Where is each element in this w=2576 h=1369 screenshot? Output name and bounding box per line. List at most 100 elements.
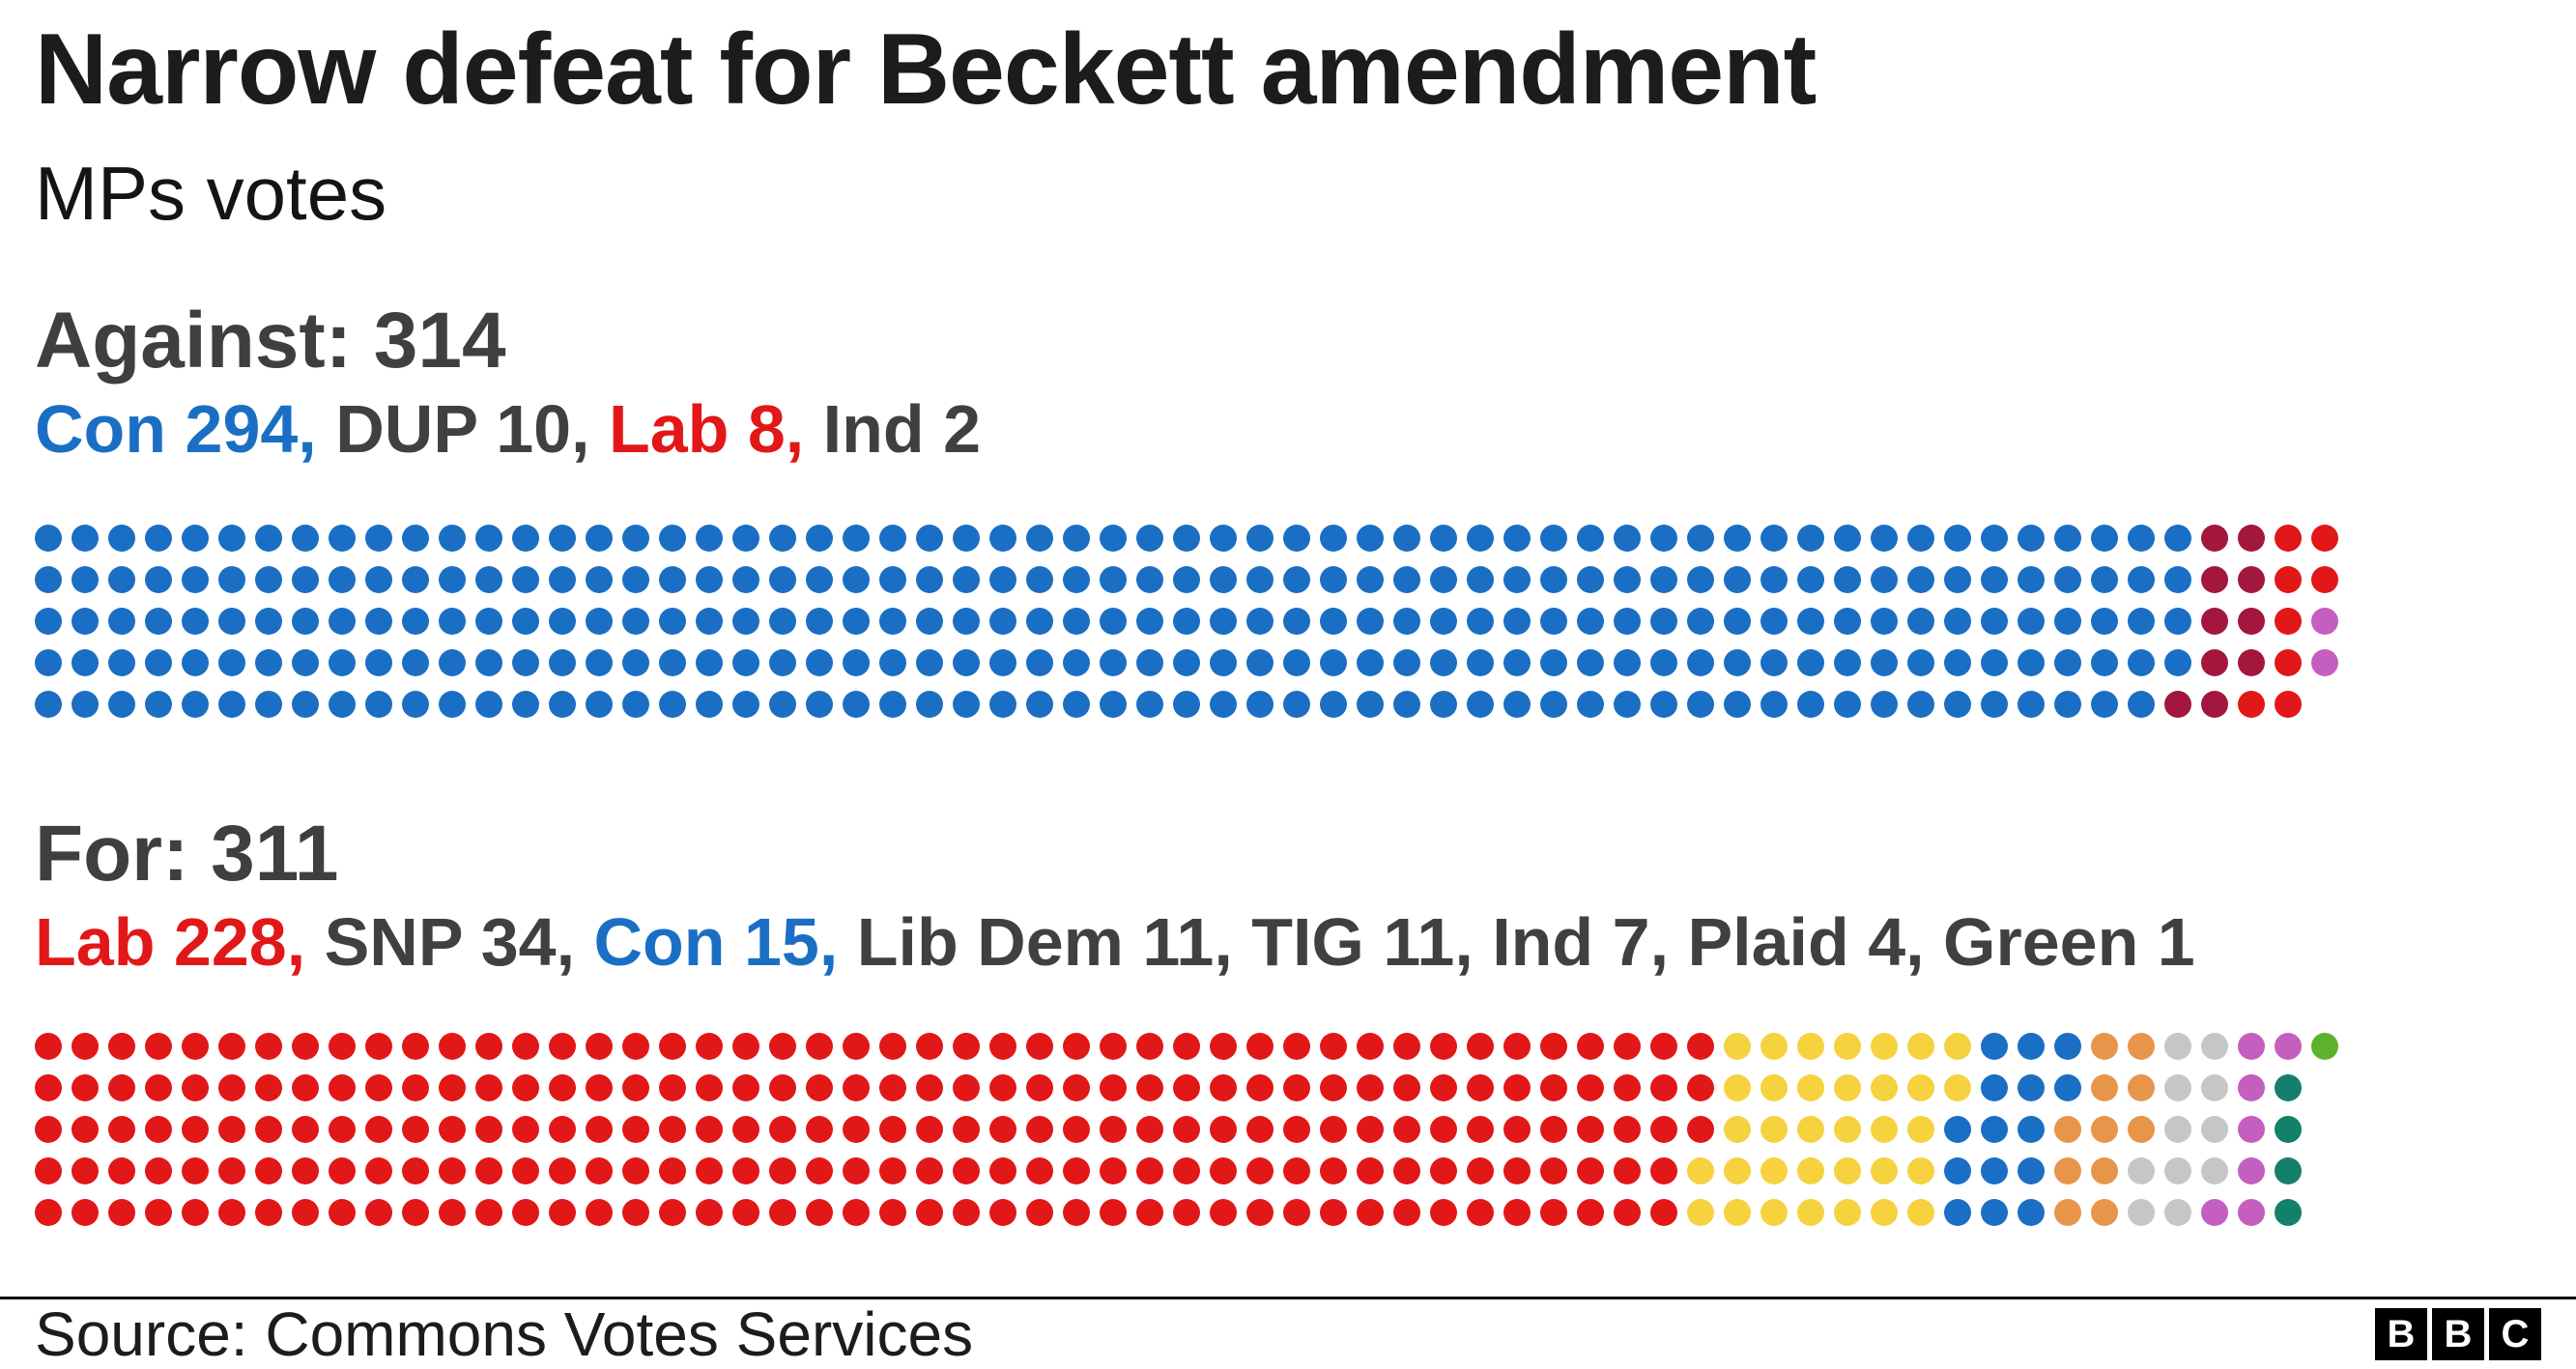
mp-dot [255,607,282,635]
mp-dot [2311,607,2338,635]
mp-dot [1467,1116,1494,1144]
mp-dot [1283,1033,1310,1061]
mp-dot [1136,1199,1163,1227]
mp-dot [696,607,723,635]
mp-dot [659,690,686,718]
mp-dot [1981,1033,2008,1061]
breakdown-segment: Con 15, [575,903,839,980]
mp-dot [549,648,576,676]
mp-dot [1357,690,1384,718]
mp-dot [182,690,209,718]
mp-dot [1760,565,1788,593]
mp-dot [2128,1199,2155,1227]
dot-row [35,607,2541,635]
mp-dot [1063,607,1090,635]
mp-dot [1430,690,1457,718]
mp-dot [1393,1033,1420,1061]
mp-dot [879,648,906,676]
mp-dot [732,565,759,593]
mp-dot [659,1157,686,1185]
mp-dot [843,1033,870,1061]
mp-dot [2091,1033,2118,1061]
mp-dot [806,1199,833,1227]
mp-dot [2018,1157,2045,1185]
mp-dot [1283,1116,1310,1144]
mp-dot [218,1116,245,1144]
mp-dot [1834,1074,1861,1102]
mp-dot [365,565,392,593]
mp-dot [2238,648,2265,676]
dot-row [35,524,2541,552]
mp-dot [1503,1199,1531,1227]
mp-dot [2275,1033,2302,1061]
mp-dot [732,1033,759,1061]
mp-dot [2018,648,2045,676]
mp-dot [1026,565,1053,593]
mp-dot [1210,1033,1237,1061]
against-heading: Against: 314 [35,297,506,385]
mp-dot [1797,1199,1824,1227]
mp-dot [1944,1074,1971,1102]
mp-dot [1760,607,1788,635]
mp-dot [1907,1157,1934,1185]
mp-dot [365,524,392,552]
mp-dot [145,1074,172,1102]
mp-dot [1687,1116,1714,1144]
mp-dot [512,1074,539,1102]
mp-dot [1430,1199,1457,1227]
mp-dot [439,1199,466,1227]
mp-dot [843,690,870,718]
mp-dot [1246,1074,1274,1102]
mp-dot [696,1033,723,1061]
mp-dot [1503,524,1531,552]
mp-dot [1393,565,1420,593]
mp-dot [145,1157,172,1185]
mp-dot [2275,1116,2302,1144]
dot-row [35,1116,2541,1144]
mp-dot [2054,1199,2081,1227]
mp-dot [1320,1157,1347,1185]
mp-dot [1540,690,1567,718]
mp-dot [1357,1157,1384,1185]
mp-dot [879,1116,906,1144]
mp-dot [659,607,686,635]
mp-dot [843,1199,870,1227]
against-dot-chart [35,524,2541,718]
mp-dot [1614,1199,1641,1227]
mp-dot [1357,648,1384,676]
mp-dot [2018,565,2045,593]
mp-dot [1246,607,1274,635]
mp-dot [1944,1199,1971,1227]
mp-dot [1687,648,1714,676]
mp-dot [1650,1199,1677,1227]
mp-dot [1834,648,1861,676]
mp-dot [879,1033,906,1061]
mp-dot [475,648,502,676]
mp-dot [1210,1199,1237,1227]
mp-dot [329,524,356,552]
chart-content: Narrow defeat for Beckett amendment MPs … [35,15,2541,1227]
mp-dot [696,1199,723,1227]
mp-dot [1467,524,1494,552]
mp-dot [843,1074,870,1102]
mp-dot [72,524,99,552]
mp-dot [622,1157,649,1185]
mp-dot [1760,524,1788,552]
mp-dot [218,690,245,718]
mp-dot [586,1033,613,1061]
mp-dot [1063,648,1090,676]
mp-dot [512,1033,539,1061]
mp-dot [512,1157,539,1185]
mp-dot [512,607,539,635]
mp-dot [1246,1157,1274,1185]
mp-dot [1907,565,1934,593]
mp-dot [953,1074,980,1102]
mp-dot [1320,1199,1347,1227]
mp-dot [255,1199,282,1227]
mp-dot [1577,607,1604,635]
mp-dot [1136,648,1163,676]
mp-dot [1540,1074,1567,1102]
mp-dot [1210,1157,1237,1185]
mp-dot [1577,1157,1604,1185]
mp-dot [402,1116,429,1144]
